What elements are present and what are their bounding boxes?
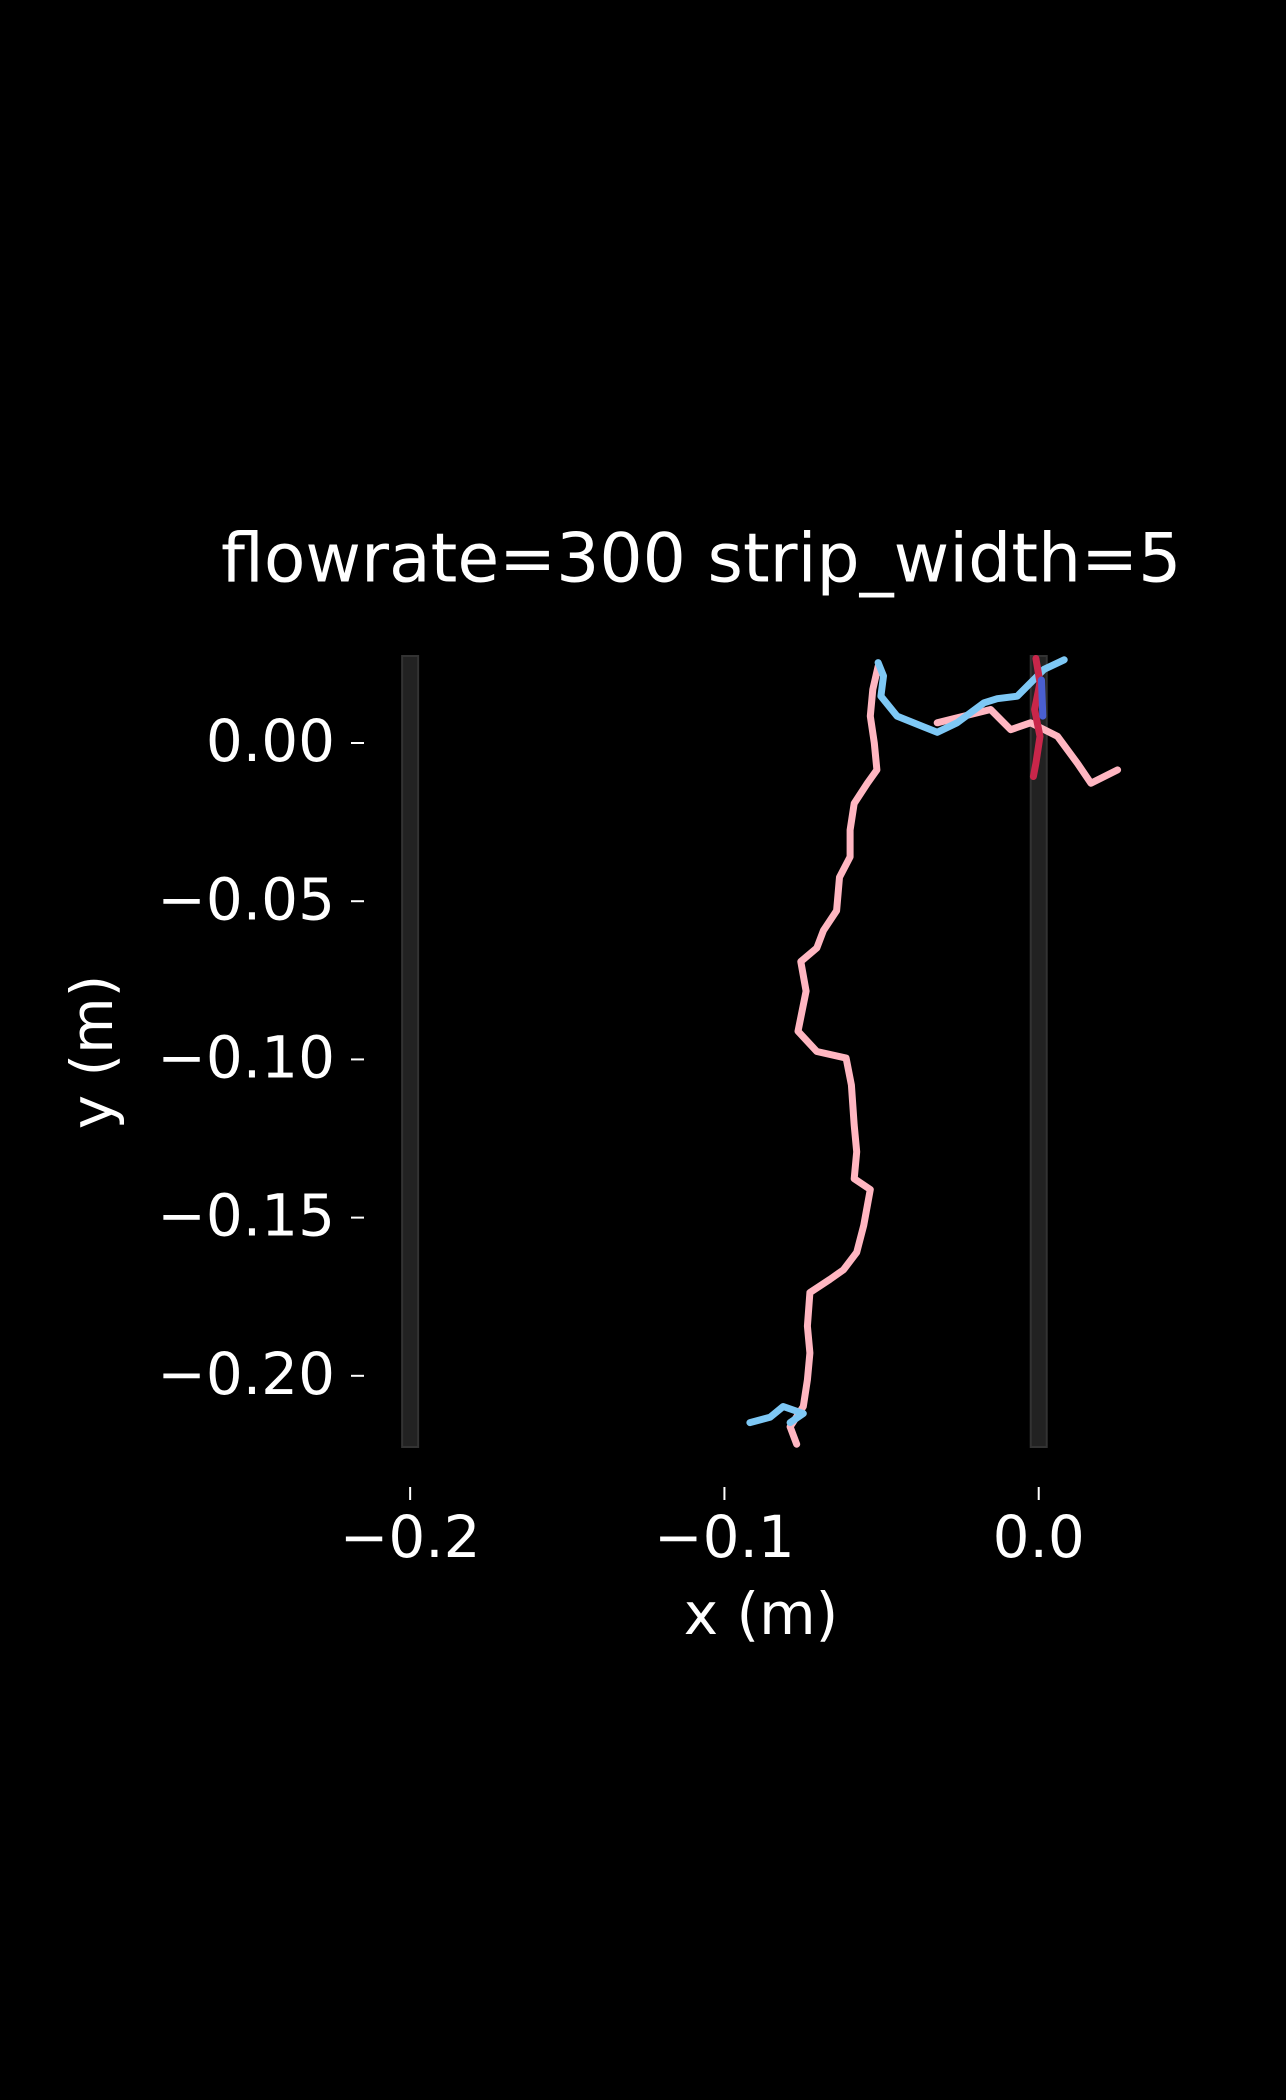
y-tick-label: −0.10 [157,1024,335,1092]
y-tick-label: −0.05 [157,865,335,933]
x-axis-label: x (m) [684,1580,839,1648]
y-tick-label: −0.15 [157,1182,335,1250]
strip [401,655,420,1448]
y-axis-label: y (m) [58,975,126,1130]
y-tick-label: −0.20 [157,1340,335,1408]
x-tick-label: 0.0 [993,1503,1085,1571]
trajectory [1038,676,1047,720]
y-tick-label: 0.00 [206,707,335,775]
strip [1029,655,1048,1448]
trajectory [746,656,1068,1427]
chart-title: flowrate=300 strip_width=5 [221,520,1181,599]
x-tick-label: −0.1 [654,1503,795,1571]
x-tick-label: −0.2 [340,1503,481,1571]
